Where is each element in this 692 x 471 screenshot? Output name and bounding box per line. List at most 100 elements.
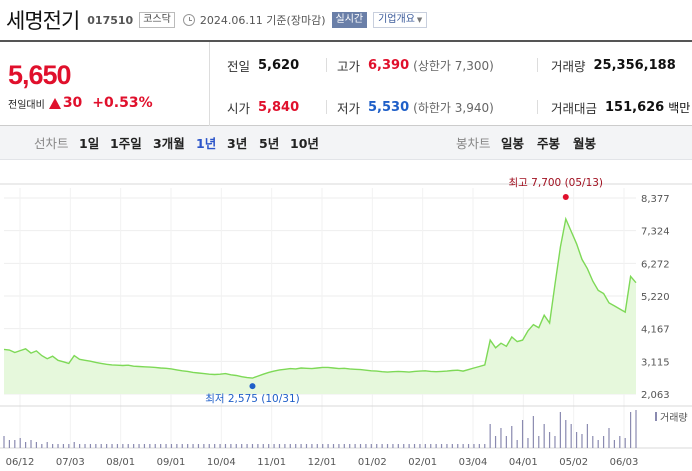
volume-bar — [381, 444, 383, 448]
trade-value-unit: 백만 — [668, 100, 691, 115]
candle-daily[interactable]: 일봉 — [501, 136, 525, 151]
trade-value: 151,626 — [605, 99, 665, 115]
volume-bar — [273, 444, 275, 448]
x-tick-label: 06/03 — [610, 457, 639, 468]
period-toolbar: 선차트 1일 1주일 3개월 1년 3년 5년 10년 봉차트 일봉 주봉 월봉 — [0, 126, 692, 160]
open-label: 시가 — [227, 100, 251, 116]
volume-bar — [527, 438, 529, 448]
realtime-button[interactable]: 실시간 — [331, 12, 368, 28]
x-tick-label: 02/01 — [408, 457, 437, 468]
volume-bar — [430, 444, 432, 448]
y-axis: 8,377 7,324 6,272 5,220 4,167 3,115 2,063 — [641, 194, 670, 401]
volume-bar — [111, 444, 113, 448]
lower-limit: (하한가 3,940) — [413, 100, 494, 115]
market-badge: 코스닥 — [139, 12, 175, 28]
volume-bar — [116, 444, 119, 448]
volume-bar — [208, 444, 210, 448]
volume-bar — [311, 444, 313, 448]
volume-bar — [467, 444, 470, 448]
change-label: 전일대비 — [8, 99, 45, 111]
volume-bar — [133, 444, 135, 448]
volume-bar — [322, 444, 324, 448]
x-tick-label: 09/01 — [157, 457, 186, 468]
volume-bar — [559, 412, 561, 448]
volume-bar — [89, 444, 92, 448]
change-percent: +0.53% — [92, 95, 153, 111]
x-tick-label: 05/02 — [559, 457, 588, 468]
candle-monthly[interactable]: 월봉 — [573, 136, 597, 151]
volume-bar — [219, 444, 221, 448]
volume-bar — [338, 444, 340, 448]
volume-bar — [46, 442, 48, 448]
volume-bars — [3, 410, 657, 448]
period-3y[interactable]: 3년 — [227, 136, 248, 151]
volume-bar — [19, 438, 21, 448]
volume-bar — [257, 444, 259, 448]
high-value: 6,390 — [368, 57, 410, 73]
x-tick-label: 01/02 — [358, 457, 387, 468]
divider — [326, 58, 327, 72]
company-info-label: 기업개요 — [378, 14, 415, 25]
volume-bar — [478, 444, 480, 448]
volume-value: 25,356,188 — [593, 57, 676, 73]
volume-bar — [8, 440, 11, 448]
trade-value-cell: 거래대금 151,626 백만 — [551, 86, 690, 128]
volume-bar — [613, 440, 615, 448]
volume-bar — [451, 444, 453, 448]
volume-bar — [95, 444, 97, 448]
volume-bar — [332, 444, 335, 448]
period-1d[interactable]: 1일 — [79, 136, 100, 151]
x-tick-label: 04/01 — [509, 457, 538, 468]
y-tick-label: 8,377 — [641, 194, 670, 205]
volume-bar — [484, 444, 486, 448]
open-cell: 시가 5,840 — [227, 86, 299, 128]
volume-bar — [570, 424, 572, 448]
volume-bar — [84, 444, 86, 448]
volume-bar — [68, 444, 70, 448]
volume-bar — [289, 444, 291, 448]
volume-bar — [565, 420, 567, 448]
volume-bar — [278, 444, 281, 448]
period-3m[interactable]: 3개월 — [153, 136, 185, 151]
volume-bar — [543, 424, 545, 448]
volume-bar — [516, 440, 518, 448]
volume-bar — [187, 444, 189, 448]
volume-bar — [127, 444, 129, 448]
divider — [326, 100, 327, 114]
divider — [537, 100, 538, 114]
volume-bar — [295, 444, 297, 448]
volume-bar — [176, 444, 178, 448]
volume-bar — [349, 444, 351, 448]
volume-bar — [170, 444, 173, 448]
volume-bar — [52, 444, 54, 448]
volume-bar — [602, 436, 605, 448]
volume-bar — [224, 444, 227, 448]
low-cell: 저가 5,530 (하한가 3,940) — [337, 86, 494, 128]
period-5y[interactable]: 5년 — [259, 136, 280, 151]
volume-bar — [419, 444, 421, 448]
volume-bar — [575, 432, 578, 448]
high-marker — [562, 194, 569, 201]
volume-label: 거래량 — [551, 58, 586, 74]
y-tick-label: 3,115 — [641, 357, 670, 368]
low-label: 저가 — [337, 100, 361, 116]
volume-bar — [25, 442, 27, 448]
candle-weekly[interactable]: 주봉 — [537, 136, 561, 151]
stock-code: 017510 — [87, 13, 134, 27]
volume-bar — [246, 444, 248, 448]
high-annotation: 최고 7,700 (05/13) — [509, 177, 604, 189]
period-10y[interactable]: 10년 — [290, 136, 319, 151]
volume-bar — [165, 444, 167, 448]
volume-bar — [181, 444, 183, 448]
volume-bar — [440, 444, 443, 448]
period-1y[interactable]: 1년 — [196, 136, 217, 151]
volume-bar — [359, 444, 362, 448]
volume-bar — [262, 444, 264, 448]
company-info-button[interactable]: 기업개요 ▼ — [373, 12, 428, 28]
clock-icon — [182, 14, 195, 26]
volume-bar — [241, 444, 243, 448]
period-1w[interactable]: 1주일 — [110, 136, 142, 151]
volume-bar — [79, 444, 81, 448]
x-tick-label: 06/12 — [6, 457, 35, 468]
x-tick-label: 10/04 — [207, 457, 236, 468]
